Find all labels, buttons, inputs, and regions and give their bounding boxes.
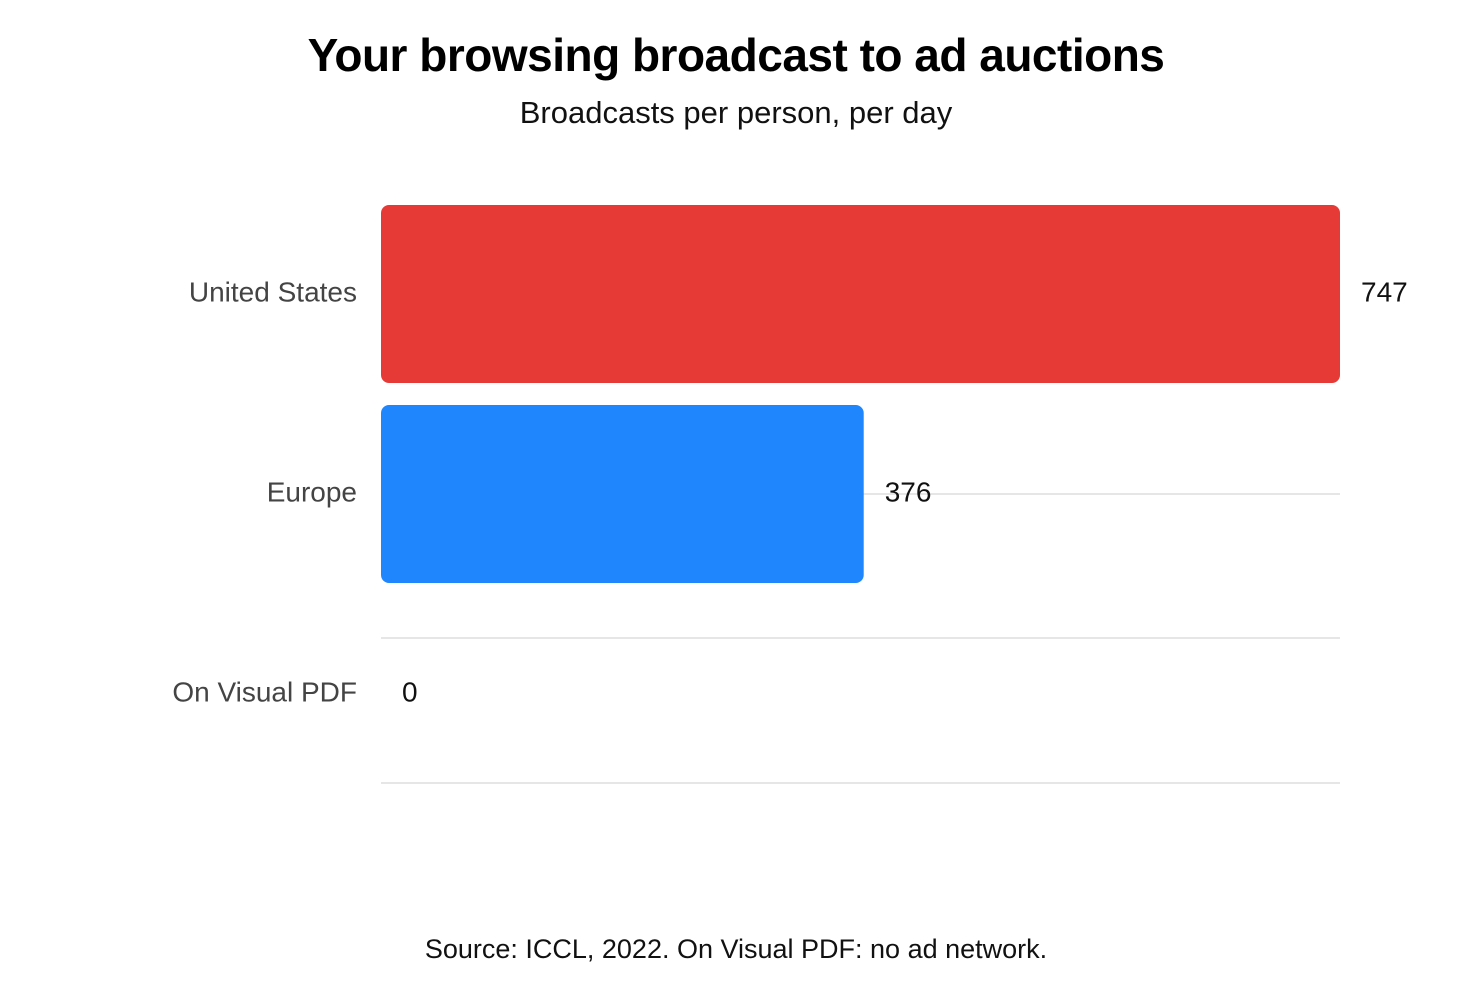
labels: United States 747 Europe 376 On Visual PDF 0 (172, 276, 1407, 707)
chart-subtitle: Broadcasts per person, per day (519, 95, 953, 130)
category-label-united-states: United States (189, 276, 357, 307)
value-label-europe: 376 (885, 476, 932, 507)
category-label-europe: Europe (267, 476, 357, 507)
bar-united-states (381, 205, 1340, 383)
bars (381, 205, 1340, 583)
bar-europe (381, 405, 864, 583)
value-label-on-visual-pdf: 0 (402, 676, 418, 707)
category-label-on-visual-pdf: On Visual PDF (172, 676, 357, 707)
chart-title: Your browsing broadcast to ad auctions (307, 29, 1165, 81)
value-label-united-states: 747 (1361, 276, 1408, 307)
source-note: Source: ICCL, 2022. On Visual PDF: no ad… (424, 934, 1048, 964)
